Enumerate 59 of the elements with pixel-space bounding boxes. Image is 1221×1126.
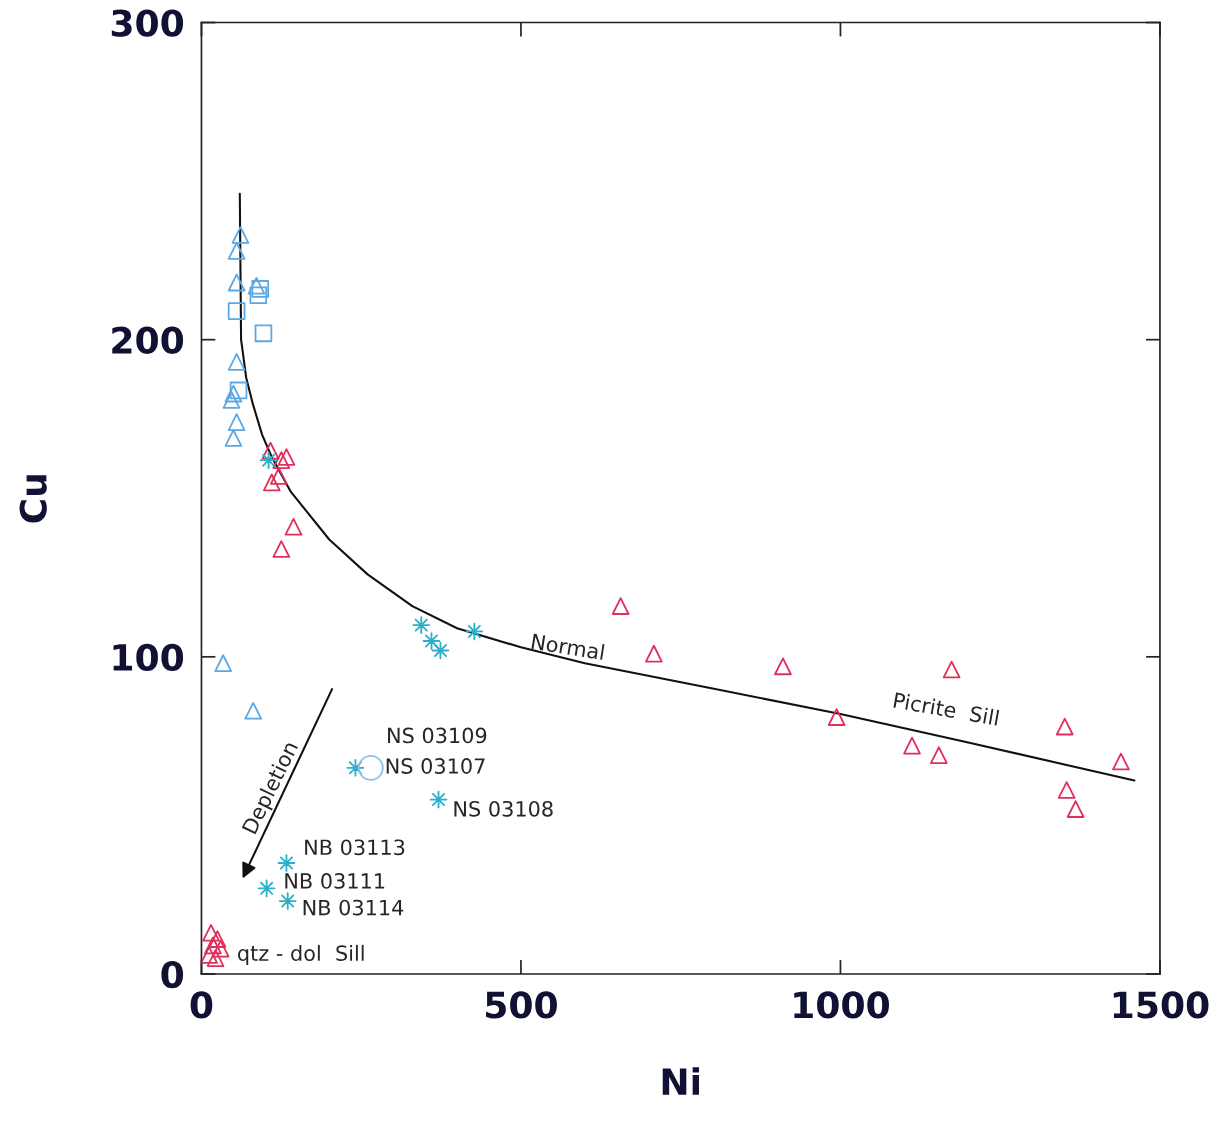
y-tick-label: 300 xyxy=(111,9,184,37)
point xyxy=(930,746,948,764)
point xyxy=(211,939,230,958)
annotation: NS 03108 xyxy=(454,800,553,817)
point xyxy=(251,280,270,298)
point xyxy=(611,597,630,615)
x-axis-title: Ni xyxy=(662,1067,699,1095)
x-tick-label: 500 xyxy=(486,991,557,1019)
point xyxy=(214,654,233,672)
point xyxy=(224,384,243,403)
point xyxy=(1112,752,1130,771)
point xyxy=(204,936,222,955)
point xyxy=(827,708,846,726)
point xyxy=(227,242,246,260)
point xyxy=(262,473,281,492)
point xyxy=(357,754,384,781)
y-axis-title: Cu xyxy=(19,475,47,523)
point xyxy=(227,353,246,371)
point xyxy=(1066,800,1085,818)
point xyxy=(277,448,296,466)
point xyxy=(206,949,225,967)
x-tick-label: 0 xyxy=(190,991,213,1019)
x-tick-label: 1500 xyxy=(1113,991,1209,1019)
point xyxy=(645,644,663,663)
point xyxy=(1055,717,1074,736)
annotation: NB 03114 xyxy=(303,899,404,916)
point xyxy=(231,226,250,244)
annotation: Normal xyxy=(531,633,605,661)
point xyxy=(227,413,246,431)
point xyxy=(269,467,288,485)
point xyxy=(903,736,921,755)
y-tick-label: 200 xyxy=(112,326,184,354)
point xyxy=(202,923,220,942)
point xyxy=(227,273,246,292)
annotation: NB 03113 xyxy=(305,839,405,856)
point xyxy=(942,660,961,679)
annotation: NB 03111 xyxy=(285,873,385,889)
point xyxy=(284,517,303,536)
point xyxy=(208,930,227,948)
annotation: Picrite Sill xyxy=(893,691,1000,726)
point xyxy=(249,286,268,305)
annotation: NS 03109 xyxy=(388,727,487,744)
y-tick-label: 100 xyxy=(113,643,184,672)
point xyxy=(1057,781,1076,799)
point xyxy=(222,391,241,409)
point xyxy=(227,302,246,320)
point xyxy=(224,429,243,447)
point xyxy=(229,381,248,400)
point xyxy=(244,701,263,720)
point xyxy=(774,657,792,676)
point xyxy=(201,946,218,964)
annotation: NS 03107 xyxy=(386,758,485,774)
x-tick-label: 1000 xyxy=(794,991,889,1019)
point xyxy=(272,540,291,558)
point xyxy=(261,441,280,460)
point xyxy=(254,324,273,343)
point xyxy=(272,451,291,470)
annotation: qtz - dol Sill xyxy=(238,944,364,966)
y-tick-label: 0 xyxy=(161,960,184,989)
